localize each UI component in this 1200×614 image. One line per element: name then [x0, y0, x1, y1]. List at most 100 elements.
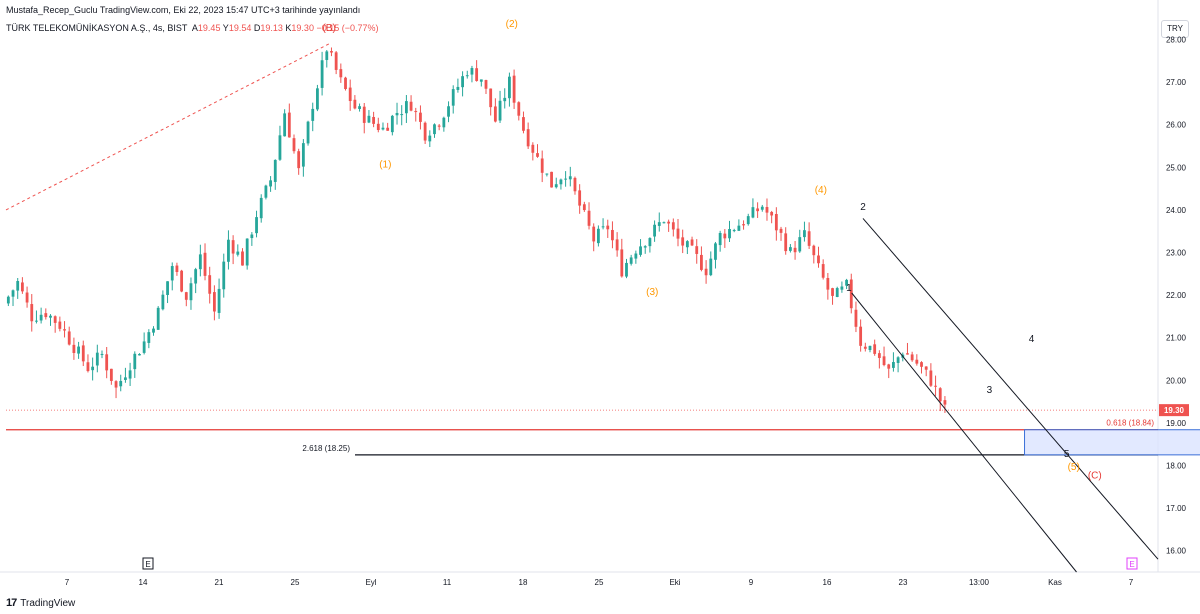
candle-body	[611, 229, 614, 241]
open-value: 19.45	[197, 23, 221, 33]
candle-body	[292, 138, 296, 152]
candle-body	[892, 362, 895, 368]
candle-body	[559, 179, 563, 185]
candle-body	[390, 115, 394, 133]
candle-body	[175, 265, 179, 273]
candle-body	[212, 292, 216, 312]
candle-body	[756, 208, 760, 212]
x-tick-label: 9	[749, 578, 754, 587]
candle-body	[330, 51, 333, 53]
fib-level-2618-label: 2.618 (18.25)	[302, 444, 350, 453]
candle-body	[180, 270, 184, 292]
candle-body	[475, 68, 479, 81]
candle-body	[433, 124, 436, 135]
candle-body	[906, 353, 909, 355]
x-tick-label: 14	[139, 578, 148, 587]
candle-body	[929, 370, 933, 386]
y-tick-label: 24.00	[1166, 206, 1187, 215]
candle-body	[606, 225, 610, 230]
candle-body	[774, 213, 778, 231]
candle-body	[30, 304, 34, 322]
candle-body	[194, 269, 198, 284]
wave-label: (1)	[379, 159, 391, 170]
candle-body	[887, 364, 891, 369]
candle-body	[845, 279, 848, 286]
candle-body	[920, 362, 923, 367]
y-tick-label: 17.00	[1166, 504, 1187, 513]
candle-body	[596, 228, 600, 244]
wave-label: 1	[846, 283, 852, 294]
candle-body	[81, 345, 85, 362]
event-marker-label: E	[1129, 560, 1134, 569]
wave-label: (3)	[646, 287, 658, 298]
candle-body	[859, 326, 863, 346]
candle-body	[877, 353, 881, 358]
wave-label: 4	[1029, 334, 1035, 345]
candle-body	[381, 127, 385, 130]
x-tick-label: 11	[443, 578, 452, 587]
candle-body	[788, 247, 792, 251]
candle-body	[245, 238, 249, 266]
target-zone	[1024, 429, 1200, 456]
candle-body	[465, 75, 469, 77]
x-tick-label: 18	[519, 578, 528, 587]
candle-body	[241, 251, 244, 266]
x-tick-label: Eyl	[365, 578, 376, 587]
candle-body	[882, 356, 886, 366]
y-tick-label: 26.00	[1166, 121, 1187, 130]
candle-body	[376, 123, 380, 131]
x-tick-label: 25	[291, 578, 300, 587]
candle-body	[49, 315, 52, 318]
candle-body	[278, 135, 282, 160]
candle-body	[86, 362, 90, 372]
candle-body	[39, 314, 43, 321]
candle-body	[133, 353, 137, 370]
candle-body	[395, 112, 399, 116]
candle-body	[419, 112, 422, 122]
candle-body	[831, 288, 834, 296]
y-tick-label: 27.00	[1166, 78, 1187, 87]
candle-body	[863, 346, 867, 349]
wave-label: 5	[1064, 449, 1070, 460]
wave-label: (5)	[1068, 462, 1080, 473]
candle-body	[91, 366, 95, 371]
currency-button[interactable]: TRY	[1161, 20, 1189, 38]
candle-body	[714, 243, 717, 260]
candle-body	[709, 258, 713, 276]
candle-body	[166, 281, 169, 295]
candle-body	[676, 228, 680, 239]
candle-body	[493, 106, 497, 122]
candle-body	[554, 184, 558, 188]
candle-body	[58, 321, 62, 329]
candle-body	[625, 262, 628, 277]
channel-upper	[862, 218, 1159, 560]
candle-body	[447, 106, 450, 117]
candle-body	[924, 366, 928, 370]
candle-body	[72, 344, 76, 353]
candle-body	[306, 121, 310, 144]
candle-body	[629, 257, 633, 264]
candle-body	[540, 158, 544, 173]
candle-body	[138, 354, 141, 356]
x-tick-label: Kas	[1048, 578, 1062, 587]
candle-body	[765, 207, 769, 213]
candle-body	[695, 246, 699, 254]
candle-body	[16, 281, 20, 291]
x-tick-label: Eki	[669, 578, 680, 587]
candle-body	[718, 232, 722, 246]
candle-body	[95, 352, 99, 366]
candle-body	[20, 282, 24, 292]
wave-label: (4)	[815, 185, 827, 196]
candle-body	[198, 254, 202, 270]
candle-body	[320, 60, 324, 88]
candle-body	[489, 88, 493, 108]
x-tick-label: 7	[65, 578, 70, 587]
x-tick-label: 21	[215, 578, 224, 587]
candle-body	[526, 129, 530, 147]
candle-body	[339, 69, 343, 78]
x-tick-label: 13:00	[969, 578, 990, 587]
candle-body	[217, 288, 221, 313]
candle-body	[503, 97, 507, 102]
candle-body	[316, 88, 319, 110]
